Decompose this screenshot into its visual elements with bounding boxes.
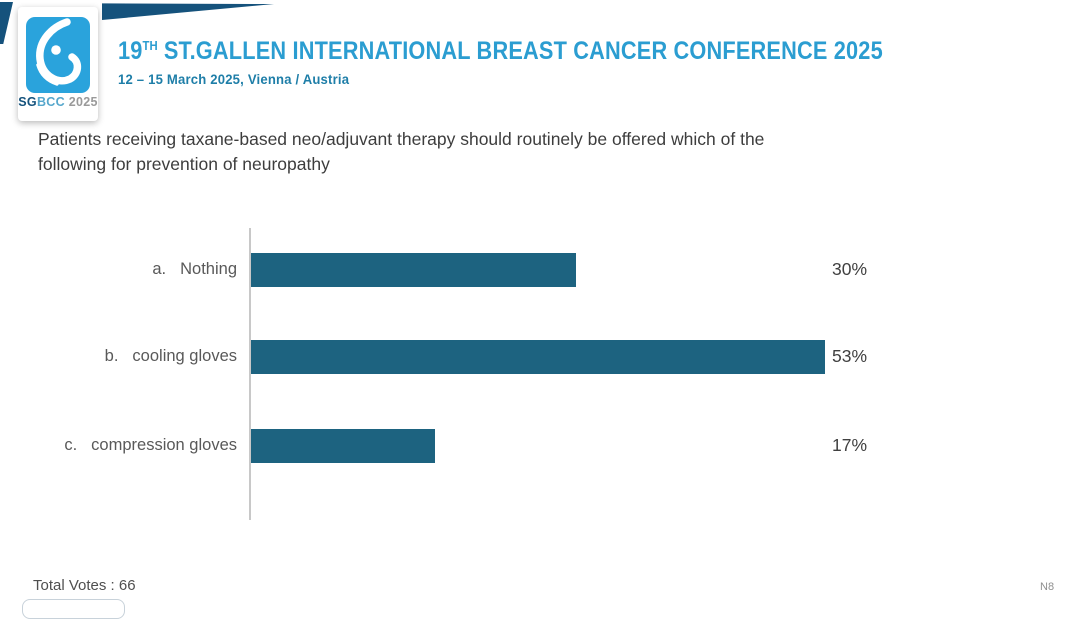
title-text: ST.GALLEN INTERNATIONAL BREAST CANCER CO…: [157, 37, 883, 65]
title-ordinal: TH: [142, 38, 158, 53]
poll-question-line2: following for prevention of neuropathy: [38, 154, 330, 174]
category-label-b: b. cooling gloves: [0, 347, 237, 366]
category-letter: a.: [152, 260, 167, 278]
conference-title: 19TH ST.GALLEN INTERNATIONAL BREAST CANC…: [118, 32, 883, 65]
category-label-c: c. compression gloves: [0, 436, 237, 455]
category-text: cooling gloves: [132, 347, 237, 365]
header-title-block: 19TH ST.GALLEN INTERNATIONAL BREAST CANC…: [118, 32, 997, 87]
conference-subtitle: 12 – 15 March 2025, Vienna / Austria: [118, 72, 350, 87]
breast-glyph-icon: [36, 18, 82, 86]
poll-question-line1: Patients receiving taxane-based neo/adju…: [38, 129, 765, 149]
logo-text-bcc: BCC: [36, 95, 65, 109]
partial-bottom-button[interactable]: [22, 599, 125, 619]
value-label-c: 17%: [832, 435, 868, 455]
sgbcc-logo-text: SGBCC 2025: [18, 95, 98, 109]
chart-axis-line: [249, 228, 251, 520]
header-banner-swoosh: [102, 3, 274, 20]
category-text: Nothing: [180, 260, 237, 278]
left-edge-banner-shape: [0, 2, 13, 44]
logo-text-sg: SG: [18, 95, 37, 109]
category-label-a: a. Nothing: [0, 260, 237, 279]
category-text: compression gloves: [91, 436, 237, 454]
sgbcc-logo-icon: [26, 17, 90, 93]
sgbcc-logo-card: SGBCC 2025: [18, 7, 98, 121]
bar-nothing: [251, 253, 576, 287]
category-letter: c.: [64, 436, 78, 454]
bar-cooling-gloves: [251, 340, 825, 374]
title-number: 19: [118, 37, 143, 65]
category-letter: b.: [104, 347, 119, 365]
value-label-a: 30%: [832, 259, 868, 279]
bar-compression-gloves: [251, 429, 435, 463]
total-votes-label: Total Votes : 66: [33, 577, 136, 594]
slide-code-label: N8: [1040, 581, 1055, 593]
logo-text-year: 2025: [64, 95, 98, 109]
poll-question: Patients receiving taxane-based neo/adju…: [38, 127, 938, 177]
value-label-b: 53%: [832, 346, 868, 366]
